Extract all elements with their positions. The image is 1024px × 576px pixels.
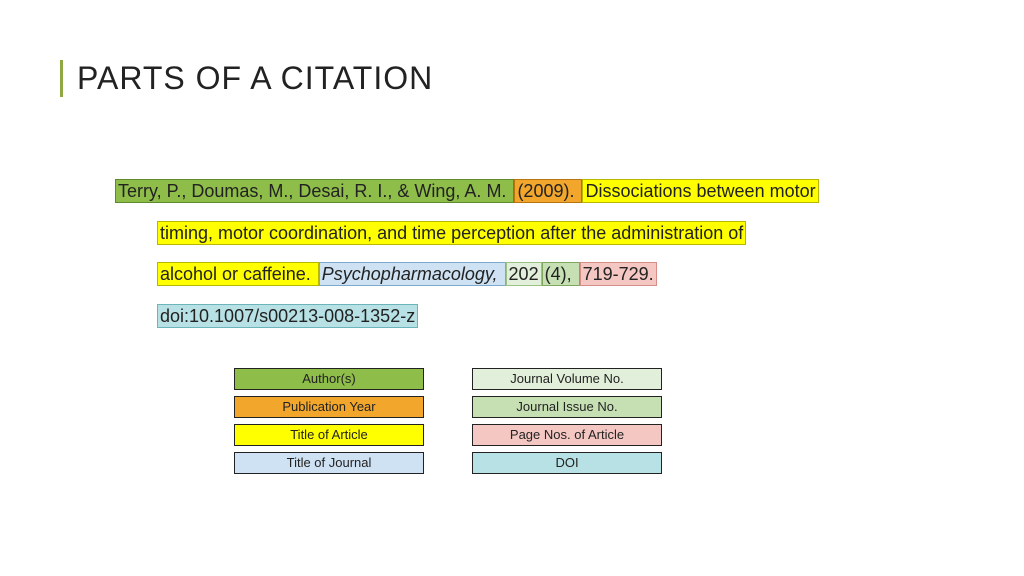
segment-volume: 202 <box>506 262 542 286</box>
title-accent-bar <box>60 60 63 97</box>
segment-journal: Psychopharmacology, <box>319 262 506 286</box>
title-container: PARTS OF A CITATION <box>60 60 433 97</box>
legend-item: Title of Journal <box>234 452 424 474</box>
segment-doi: doi:10.1007/s00213-008-1352-z <box>157 304 418 328</box>
citation-block: Terry, P., Doumas, M., Desai, R. I., & W… <box>115 172 915 338</box>
page-title: PARTS OF A CITATION <box>77 60 433 97</box>
citation-line-4: doi:10.1007/s00213-008-1352-z <box>157 297 915 337</box>
legend-item: Journal Issue No. <box>472 396 662 418</box>
citation-line-3: alcohol or caffeine. Psychopharmacology,… <box>157 255 915 295</box>
segment-issue: (4), <box>542 262 580 286</box>
segment-authors: Terry, P., Doumas, M., Desai, R. I., & W… <box>115 179 514 203</box>
legend-col-right: Journal Volume No. Journal Issue No. Page … <box>472 368 662 474</box>
legend-item: Journal Volume No. <box>472 368 662 390</box>
legend-item: Author(s) <box>234 368 424 390</box>
legend-col-left: Author(s) Publication Year Title of Articl… <box>234 368 424 474</box>
citation-line-2: timing, motor coordination, and time per… <box>157 214 915 254</box>
segment-pages: 719-729. <box>580 262 657 286</box>
legend: Author(s) Publication Year Title of Articl… <box>234 368 662 474</box>
legend-item: Page Nos. of Article <box>472 424 662 446</box>
segment-title-part2: timing, motor coordination, and time per… <box>157 221 746 245</box>
legend-item: Publication Year <box>234 396 424 418</box>
segment-title-part1: Dissociations between motor <box>582 179 818 203</box>
segment-title-part3: alcohol or caffeine. <box>157 262 319 286</box>
legend-item: DOI <box>472 452 662 474</box>
citation-line-1: Terry, P., Doumas, M., Desai, R. I., & W… <box>115 172 915 212</box>
legend-item: Title of Article <box>234 424 424 446</box>
segment-year: (2009). <box>514 179 582 203</box>
